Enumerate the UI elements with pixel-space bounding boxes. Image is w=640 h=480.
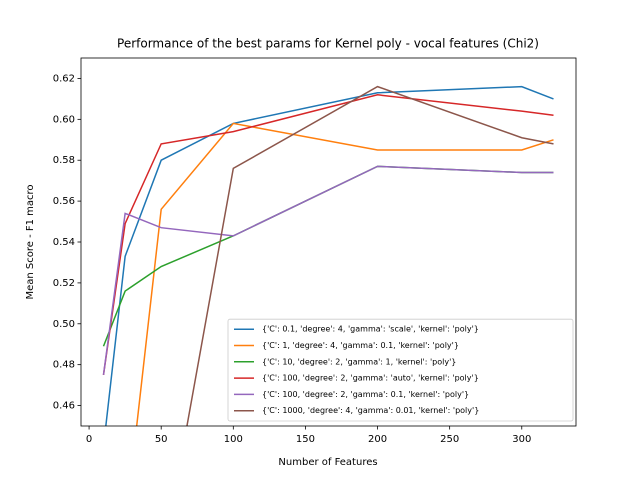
legend-box: [227, 318, 574, 422]
x-tick-label: 200: [368, 434, 387, 445]
x-tick-label: 100: [224, 434, 243, 445]
y-axis-label: Mean Score - F1 macro: [25, 184, 36, 299]
y-tick-label: 0.60: [53, 114, 75, 125]
y-tick-label: 0.58: [53, 155, 75, 166]
x-tick-label: 250: [440, 434, 459, 445]
x-axis-label: Number of Features: [278, 457, 377, 468]
y-tick-label: 0.52: [53, 278, 75, 289]
y-tick-label: 0.54: [53, 237, 75, 248]
line-series: [102, 165, 554, 375]
legend-label: {'C': 100, 'degree': 2, 'gamma': 'auto',…: [262, 374, 479, 383]
y-tick-label: 0.62: [53, 73, 75, 84]
y-tick-label: 0.56: [53, 196, 75, 207]
legend-label: {'C': 0.1, 'degree': 4, 'gamma': 'scale'…: [262, 325, 479, 334]
plot-area: [102, 85, 554, 426]
legend-label: {'C': 100, 'degree': 2, 'gamma': 0.1, 'k…: [262, 390, 469, 399]
chart-title: Performance of the best params for Kerne…: [117, 37, 539, 51]
legend-label: {'C': 10, 'degree': 2, 'gamma': 1, 'kern…: [262, 357, 456, 366]
line-series: [135, 122, 554, 426]
line-series: [102, 94, 554, 375]
line-series: [186, 85, 554, 426]
legend-label: {'C': 1000, 'degree': 4, 'gamma': 0.01, …: [262, 406, 479, 415]
y-tick-label: 0.48: [53, 360, 75, 371]
x-tick-label: 0: [86, 434, 92, 445]
y-tick-label: 0.50: [53, 319, 75, 330]
x-tick-label: 50: [155, 434, 168, 445]
legend-label: {'C': 1, 'degree': 4, 'gamma': 0.1, 'ker…: [262, 341, 459, 350]
x-tick-label: 150: [296, 434, 315, 445]
y-tick-label: 0.46: [53, 401, 75, 412]
x-tick-label: 300: [512, 434, 531, 445]
